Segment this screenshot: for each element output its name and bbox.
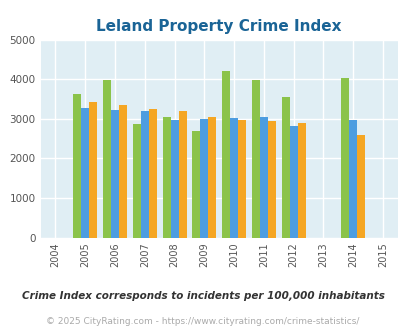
Bar xyxy=(222,71,230,238)
Bar xyxy=(162,117,170,238)
Bar xyxy=(103,81,111,238)
Bar xyxy=(230,118,238,238)
Bar xyxy=(200,119,208,238)
Bar xyxy=(170,120,178,238)
Bar xyxy=(73,94,81,238)
Bar xyxy=(356,135,364,238)
Bar xyxy=(192,131,200,238)
Bar xyxy=(141,111,149,238)
Bar xyxy=(149,109,156,238)
Bar xyxy=(281,97,289,238)
Bar xyxy=(297,123,305,238)
Bar xyxy=(208,117,216,238)
Bar xyxy=(132,123,141,238)
Title: Leland Property Crime Index: Leland Property Crime Index xyxy=(96,19,341,34)
Bar xyxy=(119,105,127,238)
Bar xyxy=(238,120,245,238)
Bar xyxy=(289,126,297,238)
Bar xyxy=(340,79,348,238)
Bar xyxy=(89,102,97,238)
Bar xyxy=(348,120,356,238)
Bar xyxy=(267,121,275,238)
Bar xyxy=(259,117,267,238)
Text: © 2025 CityRating.com - https://www.cityrating.com/crime-statistics/: © 2025 CityRating.com - https://www.city… xyxy=(46,317,359,326)
Bar xyxy=(81,108,89,238)
Bar xyxy=(111,111,119,238)
Bar xyxy=(178,111,186,238)
Bar xyxy=(251,81,259,238)
Text: Crime Index corresponds to incidents per 100,000 inhabitants: Crime Index corresponds to incidents per… xyxy=(21,291,384,301)
